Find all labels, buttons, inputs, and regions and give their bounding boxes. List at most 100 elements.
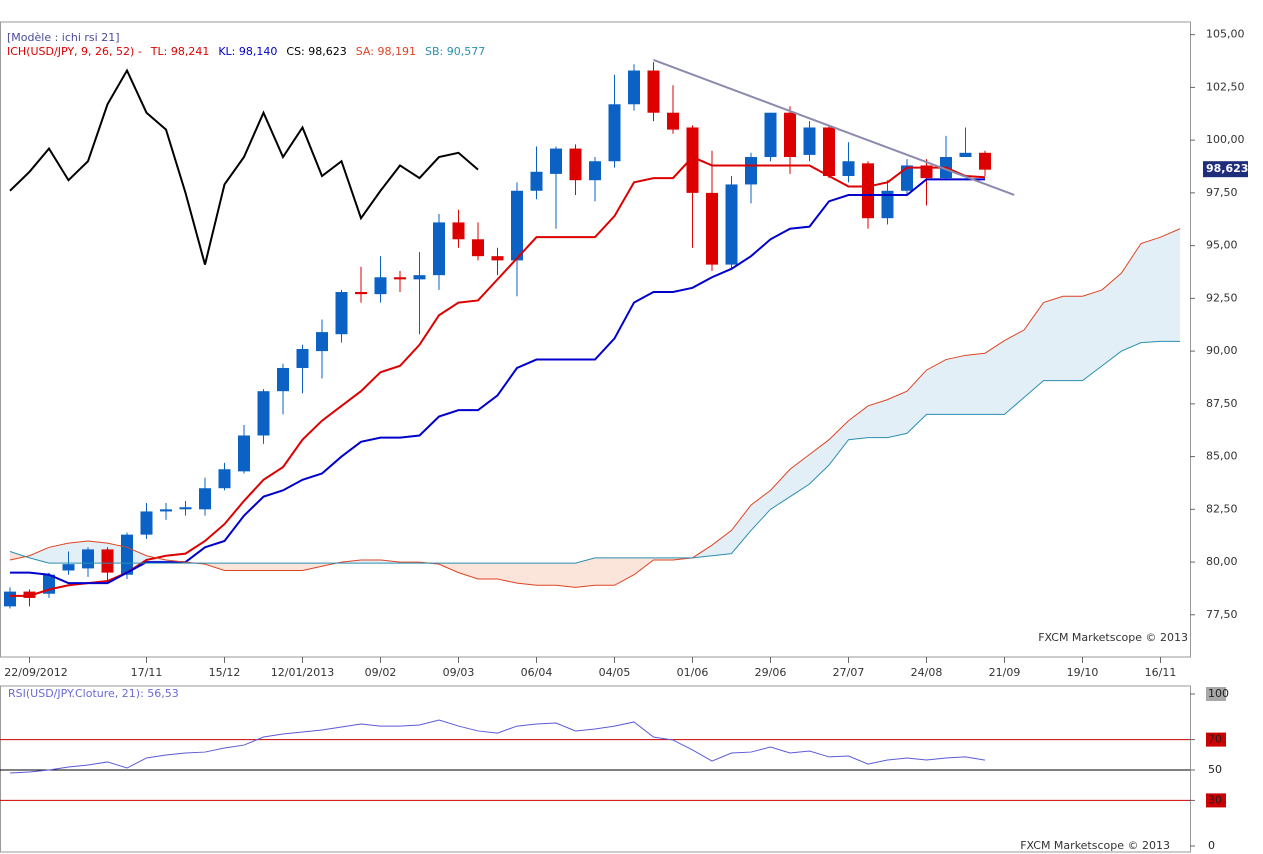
cloud [614,557,634,586]
candle-body [374,277,387,295]
candle-body [121,534,133,575]
rsi-line [9,719,986,774]
legend-entry: TL: 98,241 [150,45,210,58]
header: [Modèle : ichi rsi 21] ICH(USD/JPY, 9, 2… [7,31,494,59]
cloud [868,399,888,438]
cloud [458,563,478,579]
cloud [887,391,907,438]
cloud [536,563,556,586]
candle-body [511,190,523,261]
candle-body [218,469,231,489]
candle-body [160,509,172,512]
cloud [731,505,751,554]
legend-entry: CS: 98,623 [286,45,347,58]
candle-body [764,112,777,158]
watermark: FXCM Marketscope © 2013 [1038,631,1188,644]
model-label: [Modèle : ichi rsi 21] [7,31,120,44]
candle-body [316,332,328,352]
last-price-box [1203,161,1248,178]
candle-body [355,292,367,295]
cloud [29,547,49,564]
cloud [302,563,322,571]
tick-box [1206,793,1226,808]
candle-body [667,112,679,130]
cloud [224,563,244,571]
rsi-frame [0,685,1191,853]
x-tick-label: 16/11 [1145,666,1177,679]
candle-body [842,161,855,177]
candle-body [4,591,16,607]
x-tick-label: 21/09 [989,666,1021,679]
y-tick-label: 87,50 [1206,397,1238,410]
tick-box [1206,687,1226,701]
x-tick-label: 19/10 [1067,666,1099,679]
cloud [946,355,966,415]
y-tick-label: 105,00 [1206,28,1245,41]
candle-body [959,152,972,158]
cloud [985,340,1005,415]
candle-body [706,192,718,265]
cloud [712,530,732,556]
candle-body [238,435,250,472]
indicator-line [9,228,1181,588]
indicator-label: ICH(USD/JPY, 9, 26, 52) - [7,45,142,58]
y-tick-label: 30 [1208,793,1222,806]
cloud [1024,302,1044,398]
indicator-line [10,178,985,585]
y-tick-label: 100,00 [1206,133,1245,146]
candle-body [82,549,94,569]
candle-body [277,367,289,392]
candle-body [803,127,816,155]
y-tick-label: 102,50 [1206,80,1245,93]
cloud [829,420,849,466]
legend-entry: SB: 90,577 [424,45,486,58]
candle-body [647,70,660,113]
y-tick-label: 70 [1208,733,1222,746]
rsi-title: RSI(USD/JPY.Cloture, 21): 56,53 [8,687,179,700]
cloud [1063,296,1083,381]
cloud [49,543,69,564]
cloud [965,353,985,415]
cloud [283,563,303,571]
candle-body [725,184,738,265]
candle-body [335,292,348,335]
watermark: FXCM Marketscope © 2013 [1020,839,1170,852]
cloud [926,359,946,415]
cloud [1121,243,1141,352]
candle-body [179,507,192,510]
cloud [1141,237,1161,343]
candle-body [530,171,543,191]
candle-body [140,511,153,535]
y-tick-label: 82,50 [1206,502,1238,515]
y-tick-label: 90,00 [1206,344,1238,357]
candle-body [413,275,426,280]
cloud [790,454,810,497]
x-tick-label: 15/12 [209,666,241,679]
x-tick-label: 01/06 [677,666,709,679]
candle-body [550,148,562,174]
candle-body [881,190,894,219]
candle-body [199,488,211,510]
candle-body [394,277,406,280]
cloud [595,557,615,586]
cloud [556,563,576,588]
trendline [653,59,1015,196]
cloud [1043,296,1063,381]
cloud [848,405,868,440]
candle-body [101,549,114,573]
candle-body [784,112,796,158]
x-tick-label: 17/11 [131,666,163,679]
cloud [244,563,264,571]
y-tick-label: 92,50 [1206,291,1238,304]
indicator-line [9,340,1180,564]
y-tick-label: 85,00 [1206,450,1238,463]
y-tick-label: 77,50 [1206,608,1238,621]
cloud [478,563,498,579]
legend-entry: KL: 98,140 [218,45,278,58]
cloud [497,563,517,584]
candle-body [296,348,309,368]
candle-body [23,591,36,598]
candle-body [589,161,601,181]
